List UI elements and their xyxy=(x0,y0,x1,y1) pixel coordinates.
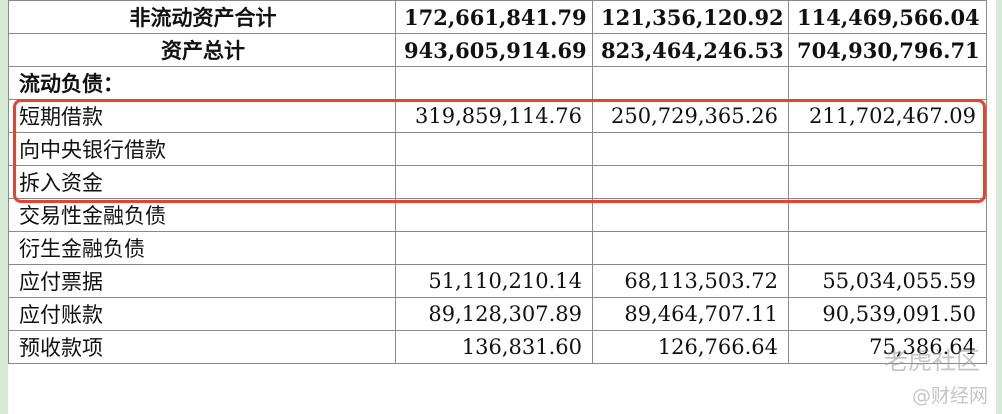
table-row: 交易性金融负债 xyxy=(8,198,987,232)
value-col-3 xyxy=(788,132,987,166)
table-row: 拆入资金 xyxy=(8,165,987,199)
table-row: 非流动资产合计 172,661,841.79 121,356,120.92 114,4… xyxy=(8,0,987,34)
table-row: 短期借款 319,859,114.76 250,729,365.26 211,702,… xyxy=(8,99,987,133)
row-label: 流动负债： xyxy=(8,66,396,100)
value-col-3: 211,702,467.09 xyxy=(788,99,987,133)
value-col-2 xyxy=(592,66,789,100)
value-col-3 xyxy=(788,165,987,199)
value-col-1 xyxy=(395,66,593,100)
value-col-2 xyxy=(592,198,789,232)
value-col-1: 319,859,114.76 xyxy=(395,99,593,133)
row-label: 非流动资产合计 xyxy=(8,0,396,34)
value-col-3 xyxy=(788,198,987,232)
table-row: 应付账款 89,128,307.89 89,464,707.11 90,539,091… xyxy=(8,297,987,331)
value-col-1 xyxy=(395,198,593,232)
value-col-2: 89,464,707.11 xyxy=(592,297,789,331)
value-col-1: 172,661,841.79 xyxy=(395,0,593,34)
value-col-3: 114,469,566.04 xyxy=(788,0,987,34)
table-row: 流动负债： xyxy=(8,66,987,100)
table-row: 衍生金融负债 xyxy=(8,231,987,265)
table-row: 应付票据 51,110,210.14 68,113,503.72 55,034,055… xyxy=(8,264,987,298)
value-col-2 xyxy=(592,132,789,166)
value-col-2: 126,766.64 xyxy=(592,330,789,364)
row-label: 预收款项 xyxy=(8,330,396,364)
value-col-3: 90,539,091.50 xyxy=(788,297,987,331)
value-col-3 xyxy=(788,231,987,265)
value-col-3: 55,034,055.59 xyxy=(788,264,987,298)
row-label: 衍生金融负债 xyxy=(8,231,396,265)
balance-sheet-table: 非流动资产合计 172,661,841.79 121,356,120.92 114,4… xyxy=(8,0,987,364)
table-body: 非流动资产合计 172,661,841.79 121,356,120.92 114,4… xyxy=(8,0,987,364)
table-row: 向中央银行借款 xyxy=(8,132,987,166)
value-col-2: 250,729,365.26 xyxy=(592,99,789,133)
value-col-1 xyxy=(395,231,593,265)
value-col-1 xyxy=(395,132,593,166)
table-row: 预收款项 136,831.60 126,766.64 75,386.64 xyxy=(8,330,987,364)
value-col-2: 121,356,120.92 xyxy=(592,0,789,34)
value-col-1: 943,605,914.69 xyxy=(395,33,593,67)
row-label: 应付票据 xyxy=(8,264,396,298)
row-label: 资产总计 xyxy=(8,33,396,67)
value-col-3: 704,930,796.71 xyxy=(788,33,987,67)
row-label: 交易性金融负债 xyxy=(8,198,396,232)
value-col-2 xyxy=(592,231,789,265)
value-col-3 xyxy=(788,66,987,100)
value-col-1: 136,831.60 xyxy=(395,330,593,364)
table-row: 资产总计 943,605,914.69 823,464,246.53 704,930,… xyxy=(8,33,987,67)
value-col-3: 75,386.64 xyxy=(788,330,987,364)
value-col-2: 68,113,503.72 xyxy=(592,264,789,298)
row-label: 短期借款 xyxy=(8,99,396,133)
value-col-2: 823,464,246.53 xyxy=(592,33,789,67)
row-label: 向中央银行借款 xyxy=(8,132,396,166)
value-col-1: 51,110,210.14 xyxy=(395,264,593,298)
value-col-2 xyxy=(592,165,789,199)
row-label: 应付账款 xyxy=(8,297,396,331)
value-col-1: 89,128,307.89 xyxy=(395,297,593,331)
value-col-1 xyxy=(395,165,593,199)
row-label: 拆入资金 xyxy=(8,165,396,199)
